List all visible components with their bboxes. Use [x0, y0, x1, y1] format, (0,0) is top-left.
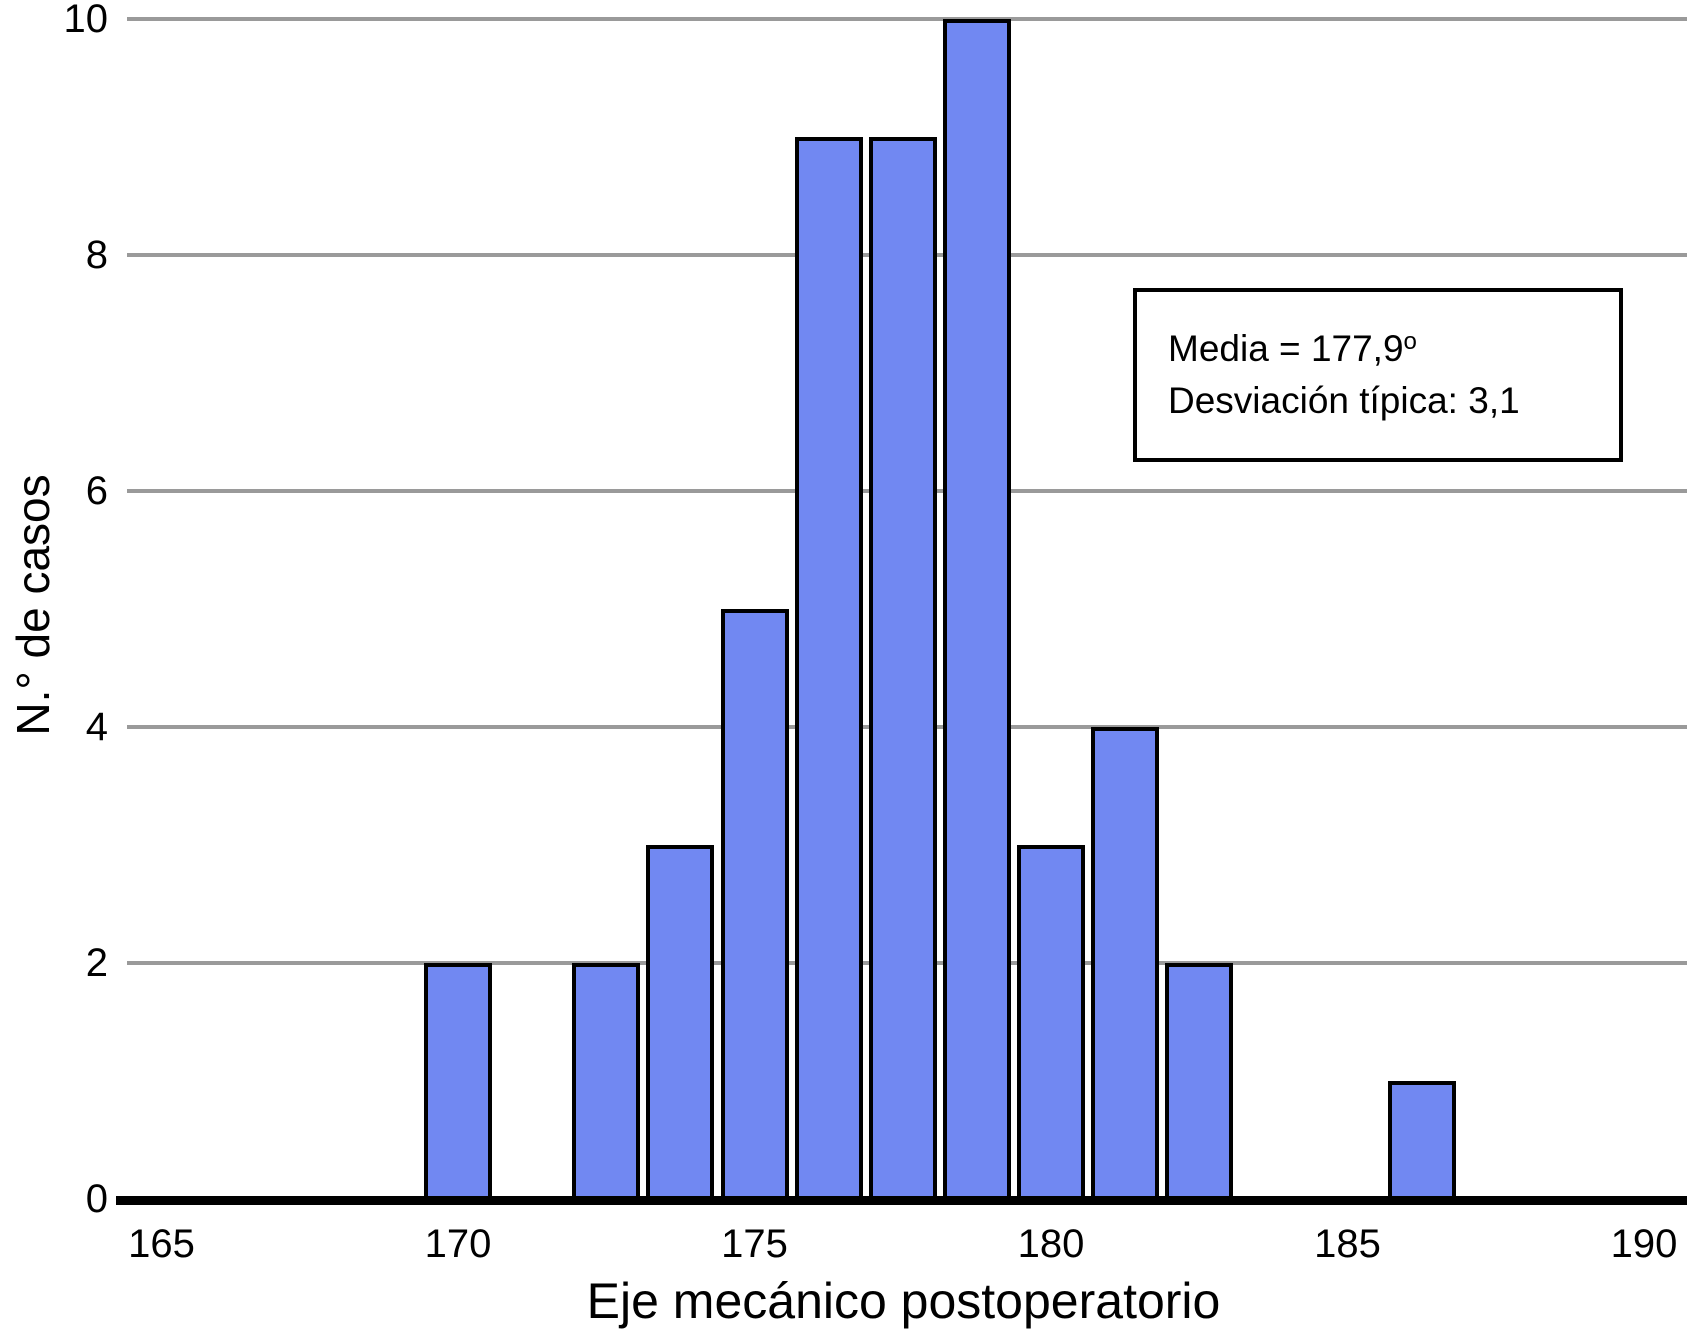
histogram-bar: [1387, 1081, 1456, 1200]
y-tick-label: 2: [85, 941, 108, 985]
mean-label: Media = 177,9: [1168, 328, 1404, 369]
y-tick-label: 10: [63, 0, 109, 41]
gridline: [127, 17, 1687, 21]
x-tick-label: 180: [1017, 1222, 1085, 1266]
mean-value-text: Media = 177,9o: [1168, 323, 1619, 375]
x-tick-label: 185: [1314, 1222, 1381, 1266]
x-axis-title: Eje mecánico postoperatorio: [586, 1273, 1221, 1329]
histogram-bar: [942, 19, 1011, 1200]
histogram-bar: [1165, 963, 1234, 1200]
degree-superscript: o: [1403, 327, 1417, 355]
x-axis-line: [116, 1196, 1687, 1205]
x-tick-label: 170: [424, 1222, 492, 1266]
histogram-bar: [868, 137, 937, 1200]
y-tick-label: 8: [85, 233, 108, 277]
x-tick-label: 175: [721, 1222, 788, 1266]
histogram-bar: [720, 609, 789, 1200]
x-tick-label: 190: [1610, 1222, 1678, 1266]
histogram-bar: [1017, 845, 1085, 1200]
histogram-bar: [572, 963, 641, 1200]
y-tick-label: 4: [85, 705, 108, 749]
histogram-bar: [794, 137, 863, 1200]
histogram-bar: [424, 963, 492, 1200]
stats-annotation-box: Media = 177,9o Desviación típica: 3,1: [1133, 288, 1623, 462]
x-tick-label: 165: [128, 1222, 195, 1266]
std-dev-text: Desviación típica: 3,1: [1168, 380, 1520, 421]
histogram-bar: [1091, 727, 1160, 1200]
y-tick-label: 0: [85, 1177, 108, 1221]
histogram-bar: [646, 845, 715, 1200]
y-tick-label: 6: [85, 469, 108, 513]
